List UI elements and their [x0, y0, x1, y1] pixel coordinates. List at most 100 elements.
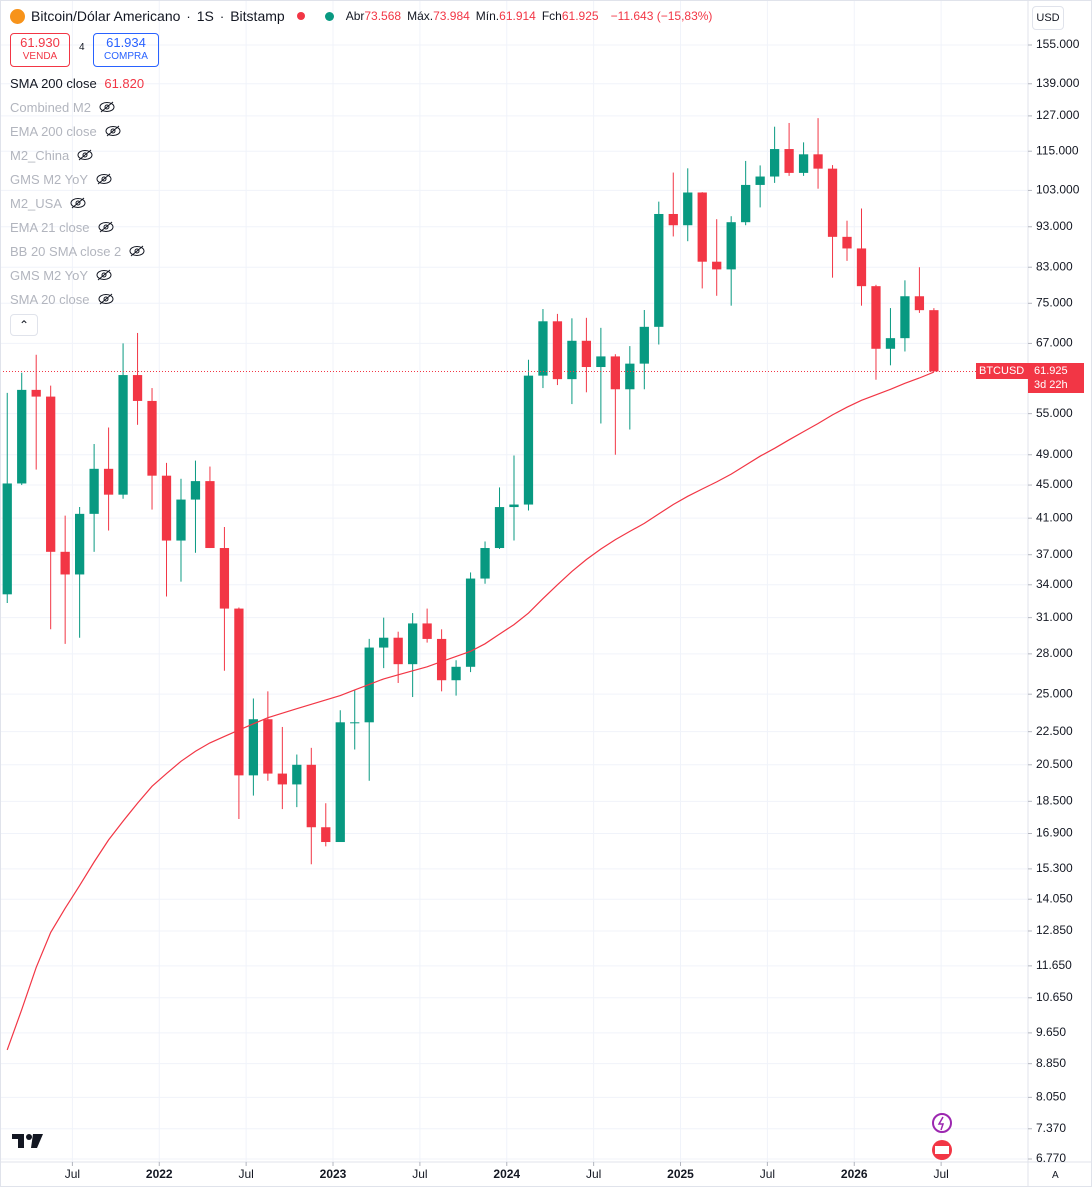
sell-label: VENDA	[22, 51, 58, 62]
candle-body	[654, 213, 664, 327]
bottom-icons[interactable]	[932, 1113, 952, 1160]
grid	[0, 0, 1028, 1162]
price-tag: BTCUSD	[976, 363, 1028, 380]
candle-body	[422, 623, 432, 639]
hidden-indicator[interactable]: EMA 200 close	[10, 124, 121, 140]
x-tick-label: Jul	[412, 1167, 427, 1181]
ohlc-value: 73.984	[433, 9, 470, 23]
candle-body	[755, 176, 765, 185]
indicator-name: EMA 200 close	[10, 124, 97, 139]
ohlc-value: 61.914	[499, 9, 536, 23]
y-tick-label: 115.000	[1036, 143, 1079, 157]
y-tick-label: 139.000	[1036, 76, 1080, 90]
x-tick-label: 2026	[841, 1167, 868, 1181]
candle-body	[523, 375, 534, 505]
hidden-icon	[98, 221, 114, 236]
ohlc-label: Máx.	[407, 9, 434, 23]
candle-body	[929, 310, 939, 372]
y-tick-label: 8.850	[1036, 1056, 1066, 1070]
hidden-indicator[interactable]: GMS M2 YoY	[10, 172, 112, 188]
y-tick-label: 6.770	[1036, 1151, 1066, 1165]
buy-price: 61.934	[106, 35, 146, 50]
currency-button[interactable]: USD	[1032, 6, 1064, 30]
x-tick-label: Jul	[238, 1167, 253, 1181]
candle-body	[451, 666, 461, 681]
plot	[0, 118, 1028, 1051]
interval: 1S	[196, 8, 214, 24]
candle-body	[379, 637, 389, 648]
hidden-icon	[105, 125, 121, 140]
hidden-indicator[interactable]: M2_USA	[10, 196, 86, 212]
candle-body	[538, 321, 548, 376]
ohlc-value: 73.568	[364, 9, 402, 23]
hidden-indicator[interactable]: SMA 20 close	[10, 292, 114, 308]
candle-body	[856, 248, 867, 287]
candle-body	[784, 149, 794, 173]
ohlc: Abr73.568 Máx.73.984 Mín.61.914 Fch61.925	[346, 9, 605, 23]
candle-body	[668, 213, 678, 226]
y-tick-label: 20.500	[1036, 757, 1073, 771]
indicator-value: 61.820	[104, 76, 145, 91]
candle-body	[277, 773, 287, 785]
ohlc-value: 61.925	[561, 9, 599, 23]
indicator-name: SMA 200 close	[10, 76, 97, 91]
change: −11.643 (−15,83%)	[610, 9, 713, 23]
hidden-indicator[interactable]: M2_China	[10, 148, 93, 164]
symbol-tag: BTCUSD	[979, 365, 1025, 378]
y-tick-label: 7.370	[1036, 1121, 1066, 1135]
indicator-name: GMS M2 YoY	[10, 268, 89, 283]
x-tick-label: 2024	[493, 1167, 520, 1181]
candle-body	[176, 499, 186, 541]
hidden-indicator[interactable]: Combined M2	[10, 100, 115, 116]
hidden-icon	[96, 173, 112, 188]
candle-body	[827, 168, 838, 237]
sell-price: 61.930	[20, 35, 60, 50]
candle-body	[552, 321, 563, 380]
candle-body	[335, 722, 345, 843]
candle-body	[567, 340, 577, 380]
hidden-indicator[interactable]: GMS M2 YoY	[10, 268, 112, 284]
candle-body	[596, 356, 606, 368]
y-tick-label: 83.000	[1036, 259, 1073, 273]
y-tick-label: 67.000	[1036, 336, 1073, 350]
separator: ·	[219, 8, 225, 24]
auto-scale-button[interactable]: A	[1052, 1170, 1059, 1181]
header: Bitcoin/Dólar Americano · 1S · Bitstamp …	[10, 8, 712, 24]
y-tick-label: 37.000	[1036, 547, 1073, 561]
candle-body	[46, 396, 56, 552]
hidden-indicator[interactable]: EMA 21 close	[10, 220, 114, 236]
eye-off-icon	[98, 221, 113, 233]
symbol-title: Bitcoin/Dólar Americano	[31, 8, 181, 24]
x-tick-label: Jul	[65, 1167, 80, 1181]
y-tick-label: 31.000	[1036, 610, 1073, 624]
collapse-button[interactable]: ⌃	[10, 314, 38, 336]
candle-body	[769, 149, 780, 177]
countdown: 3d 22h	[1034, 379, 1068, 392]
candle-body	[248, 719, 259, 776]
ohlc-label: Fch	[541, 9, 562, 23]
candle-body	[350, 722, 360, 724]
eye-off-icon	[98, 293, 113, 305]
candle-body	[900, 296, 910, 339]
indicator-sma[interactable]: SMA 200 close 61.820	[10, 76, 144, 91]
candle-body	[31, 389, 41, 397]
hidden-indicator[interactable]: BB 20 SMA close 2	[10, 244, 145, 260]
candle-body	[726, 222, 736, 270]
candle-body	[712, 261, 722, 270]
indicator-name: M2_USA	[10, 196, 63, 211]
last-price-tag: 61.925 3d 22h	[1028, 363, 1084, 394]
y-tick-label: 28.000	[1036, 646, 1073, 660]
y-tick-label: 16.900	[1036, 826, 1073, 840]
candle-body	[885, 338, 896, 349]
eye-off-icon	[70, 197, 86, 209]
candle-body	[494, 507, 505, 549]
candle-body	[263, 719, 273, 774]
separator: ·	[186, 8, 191, 24]
x-tick-label: 2022	[146, 1167, 173, 1181]
buy-button[interactable]: 61.934 COMPRA	[93, 33, 159, 67]
sell-button[interactable]: 61.930 VENDA	[10, 33, 70, 67]
candle-body	[813, 154, 823, 169]
y-tick-label: 45.000	[1036, 477, 1073, 491]
eye-off-icon	[99, 101, 115, 113]
hidden-icon	[99, 101, 115, 116]
